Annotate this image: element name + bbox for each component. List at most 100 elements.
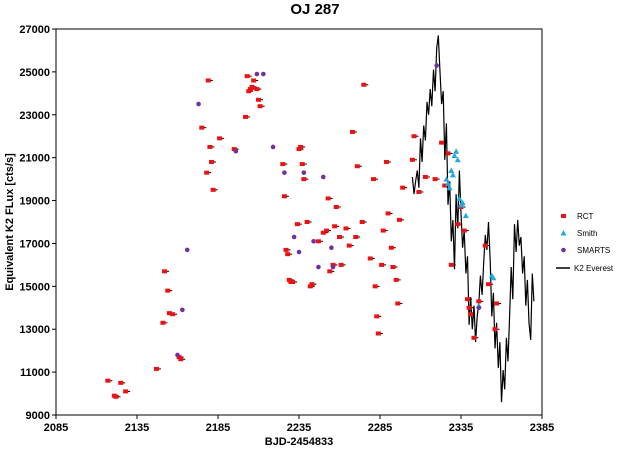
rct-point — [400, 185, 406, 190]
rct-point — [346, 243, 352, 248]
smarts-point — [329, 245, 334, 251]
rct-point — [375, 331, 381, 336]
smarts-point — [184, 247, 190, 253]
rct-point — [353, 235, 359, 240]
rct-point — [170, 312, 176, 317]
rct-point — [411, 134, 417, 139]
rct-point — [257, 104, 263, 109]
legend-label: SMARTS — [577, 246, 610, 255]
plot-area-border — [55, 28, 543, 416]
rct-point — [327, 269, 333, 274]
smarts-point — [254, 71, 260, 77]
y-tick-label: 17000 — [19, 238, 50, 250]
rct-point — [338, 262, 344, 267]
rct-point — [280, 162, 286, 167]
smith-point — [445, 180, 452, 186]
rct-point — [455, 222, 461, 227]
legend-label: K2 Everest — [574, 264, 614, 273]
legend-marker-smarts — [561, 247, 566, 253]
rct-point — [304, 220, 310, 224]
rct-point — [247, 87, 253, 92]
rct-point — [409, 157, 415, 162]
rct-point — [448, 262, 454, 267]
smarts-point — [196, 101, 201, 107]
smith-point — [459, 199, 466, 206]
x-tick-label: 2135 — [125, 422, 149, 434]
rct-point — [162, 269, 168, 274]
rct-point — [249, 84, 255, 89]
rct-point — [476, 299, 482, 304]
y-tick-label: 25000 — [19, 67, 50, 79]
x-axis: 2085 2135 2185 2235 2285 2335 2385 — [44, 415, 554, 434]
rct-point — [445, 151, 451, 156]
rct-point — [395, 301, 401, 306]
rct-point — [396, 217, 402, 222]
rct-point — [466, 305, 472, 310]
rct-point — [113, 394, 119, 399]
rct-point — [349, 129, 355, 134]
rct-point — [243, 114, 249, 119]
chart-legend: RCT Smith SMARTS K2 Everest — [556, 212, 614, 273]
rct-point — [482, 243, 488, 248]
rct-point — [359, 220, 365, 224]
rct-point — [256, 97, 261, 102]
smith-point — [451, 152, 458, 159]
y-tick-label: 11000 — [20, 367, 50, 379]
rct-point — [343, 226, 349, 231]
rct-point — [383, 159, 389, 164]
x-tick-label: 2335 — [449, 422, 473, 434]
rct-point — [439, 140, 445, 145]
rct-point — [283, 247, 289, 252]
rct-point — [380, 228, 386, 233]
smarts-point — [311, 239, 316, 244]
rct-point — [374, 314, 380, 319]
smith-point — [462, 212, 469, 219]
smarts-point — [330, 264, 336, 270]
rct-point — [494, 301, 500, 306]
rct-point — [468, 312, 474, 317]
legend-label: Smith — [577, 229, 597, 238]
rct-point — [123, 389, 129, 394]
rct-point — [390, 265, 396, 270]
x-axis-label: BJD-2454833 — [265, 436, 334, 448]
smith-point — [490, 274, 497, 281]
rct-point — [464, 297, 470, 302]
rct-point — [315, 239, 321, 244]
rct-point — [492, 327, 498, 332]
rct-point — [244, 74, 250, 79]
y-tick-label: 23000 — [19, 110, 50, 122]
rct-point — [209, 159, 215, 164]
rct-point — [176, 355, 182, 360]
rct-point — [324, 228, 330, 233]
rct-point — [416, 189, 422, 194]
rct-point — [299, 162, 305, 167]
rct-point — [210, 187, 216, 192]
rct-point — [361, 82, 367, 87]
smith-point — [449, 171, 456, 178]
smarts-point — [175, 352, 180, 358]
legend-label: RCT — [577, 212, 594, 221]
smarts-point — [301, 170, 307, 175]
rct-point — [379, 262, 385, 267]
rct-point — [388, 245, 394, 250]
rct-point — [471, 335, 477, 340]
y-axis-label: Equivalent K2 FLux [cts/s] — [4, 153, 16, 291]
smarts-point — [180, 307, 185, 313]
rct-point — [298, 144, 304, 149]
y-tick-label: 13000 — [19, 324, 50, 336]
rct-point — [231, 147, 237, 152]
smith-point — [454, 156, 461, 163]
rct-point — [286, 277, 292, 282]
rct-point — [207, 144, 213, 149]
rct-point — [320, 230, 326, 235]
rct-point — [422, 174, 428, 179]
x-tick-label: 2085 — [44, 422, 68, 434]
rct-point — [165, 288, 171, 293]
rct-point — [486, 282, 492, 287]
rct-point — [385, 211, 391, 216]
rct-point — [393, 277, 399, 282]
rct-point — [461, 228, 467, 233]
k2-everest-line — [411, 35, 535, 403]
smarts-point — [233, 148, 239, 154]
